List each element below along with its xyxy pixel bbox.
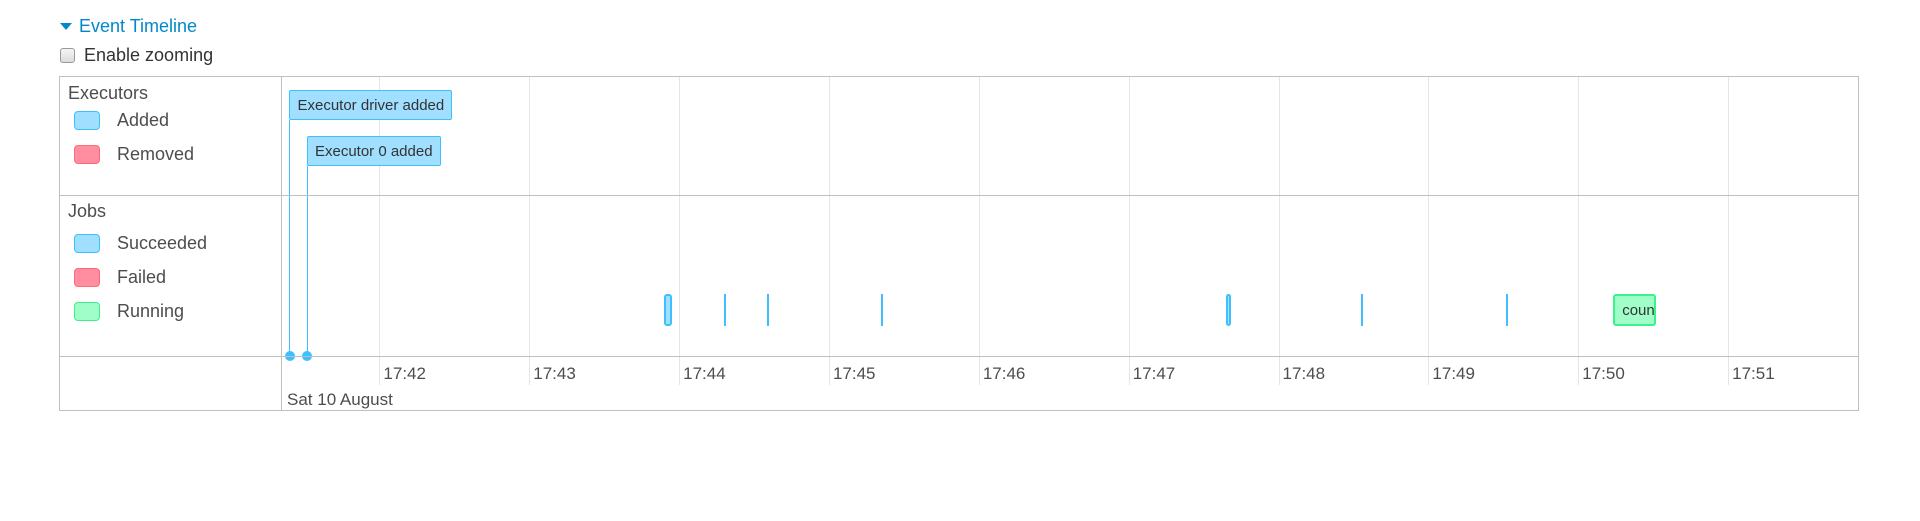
caret-down-icon [60, 23, 72, 30]
event-timeline-title: Event Timeline [79, 16, 198, 36]
gridline [529, 77, 531, 385]
legend-item-removed: Removed [74, 144, 194, 165]
axis-tick-label: 17:43 [533, 364, 576, 383]
gridline [1728, 77, 1730, 385]
job-running-item[interactable]: count [1613, 294, 1656, 326]
legend-label: Succeeded [117, 233, 208, 253]
event-timeline-toggle[interactable]: Event Timeline [60, 16, 197, 37]
job-succeeded-item[interactable] [1360, 294, 1363, 326]
gridline [679, 77, 681, 385]
timeline-canvas[interactable]: Sat 10 August 17:42 17:43 17:44 17:45 17:46 1… [282, 77, 1858, 410]
enable-zooming-toggle[interactable]: Enable zooming [60, 45, 213, 66]
executor-event-line [289, 120, 291, 356]
executors-group-title: Executors [68, 83, 149, 103]
gridline [1428, 77, 1430, 385]
job-succeeded-item[interactable] [881, 294, 884, 326]
gridline [828, 77, 830, 385]
legend-label: Running [117, 301, 185, 321]
axis-line [60, 356, 1858, 357]
axis-tick-label: 17:42 [383, 364, 426, 383]
timeline-frame: Executors Added Removed Jobs Succeeded F… [59, 76, 1859, 411]
gridline [978, 77, 980, 385]
enable-zooming-checkbox[interactable] [60, 48, 75, 63]
axis-tick-label: 17:48 [1282, 364, 1326, 383]
added-swatch [74, 111, 100, 130]
executor-event-box[interactable]: Executor 0 added [306, 136, 441, 166]
group-divider [60, 195, 1858, 196]
job-succeeded-item[interactable] [724, 294, 727, 326]
legend-label: Removed [117, 144, 195, 164]
axis-tick-label: 17:49 [1432, 364, 1475, 383]
axis-tick-label: 17:46 [982, 364, 1026, 383]
jobs-group-title: Jobs [68, 201, 107, 221]
legend-item-failed: Failed [74, 267, 166, 288]
legend-item-running: Running [74, 301, 184, 322]
axis-tick-label: 17:50 [1582, 364, 1625, 383]
executors-legend: Executors Added Removed [60, 77, 281, 195]
axis-date-label: Sat 10 August [287, 390, 393, 409]
job-succeeded-item[interactable] [766, 294, 769, 326]
failed-swatch [74, 268, 100, 287]
job-succeeded-item[interactable] [664, 294, 672, 326]
timeline-legend: Executors Added Removed Jobs Succeeded F… [60, 77, 282, 410]
legend-label: Failed [117, 267, 167, 287]
job-succeeded-item[interactable] [1226, 294, 1232, 326]
executor-event-line [306, 166, 308, 356]
legend-label: Added [117, 110, 170, 130]
axis-tick-label: 17:47 [1132, 364, 1176, 383]
removed-swatch [74, 145, 100, 164]
gridline [379, 77, 381, 385]
succeeded-swatch [74, 234, 100, 253]
axis-tick-label: 17:45 [832, 364, 876, 383]
jobs-legend: Jobs Succeeded Failed Running [60, 195, 281, 356]
axis-tick-label: 17:51 [1732, 364, 1775, 383]
legend-item-succeeded: Succeeded [74, 233, 207, 254]
gridline [1128, 77, 1130, 385]
gridline [1578, 77, 1580, 385]
gridline [1278, 77, 1280, 385]
job-succeeded-item[interactable] [1505, 294, 1508, 326]
enable-zooming-label: Enable zooming [84, 45, 214, 65]
legend-item-added: Added [74, 110, 169, 131]
axis-tick-label: 17:44 [683, 364, 726, 383]
running-swatch [74, 302, 100, 321]
executor-event-box[interactable]: Executor driver added [289, 90, 453, 120]
